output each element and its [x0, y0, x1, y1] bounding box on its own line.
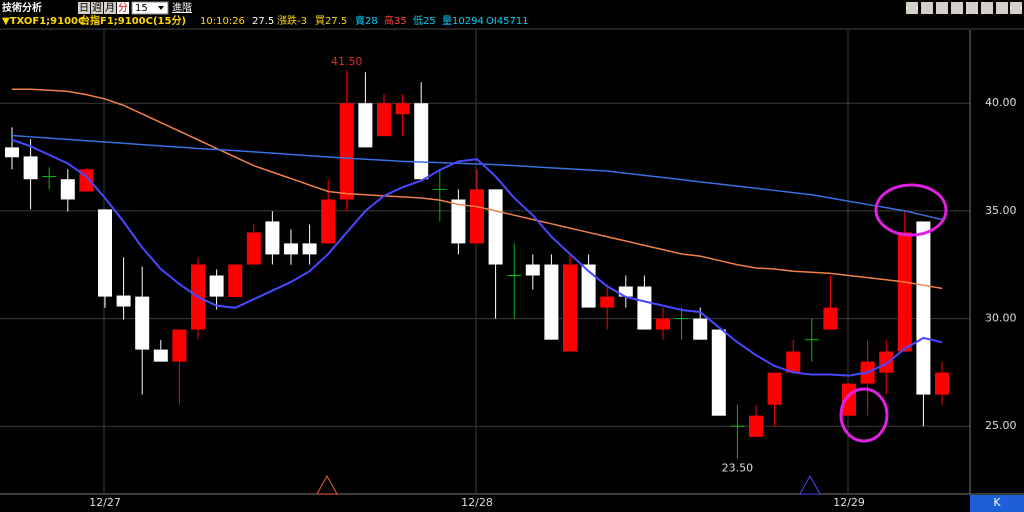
- candle-body: [395, 103, 410, 115]
- icon-button[interactable]: [936, 2, 948, 14]
- plot-area: 25.00 30.00 35.00 40.00 12/27 12/28 12/29 41.50…: [0, 30, 1017, 509]
- candle-body: [172, 329, 187, 362]
- moving-average: [11, 138, 943, 377]
- candle-body: [749, 415, 763, 437]
- candle-body: [656, 318, 670, 330]
- advanced-button[interactable]: 進階: [172, 2, 192, 14]
- moving-average: [11, 134, 943, 221]
- volume: 量10294: [442, 15, 484, 27]
- candle-body: [823, 307, 838, 330]
- candle-body: [358, 103, 373, 148]
- highlight-circle: [874, 183, 948, 237]
- candle-body: [600, 296, 615, 308]
- period-label: 日: [79, 3, 89, 14]
- mode-box[interactable]: [970, 495, 1024, 512]
- candle-body: [284, 243, 298, 255]
- candle-body: [563, 264, 577, 352]
- candle-body: [23, 156, 38, 180]
- candle-body: [209, 275, 224, 297]
- period-button[interactable]: [91, 2, 103, 14]
- candle-body: [116, 295, 131, 307]
- interval-value: 15: [135, 3, 148, 14]
- app-title: 技術分析: [2, 1, 42, 14]
- icon-button[interactable]: [996, 2, 1008, 14]
- candle-body: [470, 189, 484, 244]
- x-tick-label: 12/29: [833, 496, 865, 509]
- moving-average: [12, 88, 943, 290]
- open-interest: OI45711: [486, 16, 529, 27]
- period-button[interactable]: [117, 2, 129, 14]
- candle-body: [637, 286, 652, 330]
- candle-body: [377, 103, 391, 137]
- candle-body: [246, 232, 261, 265]
- candle-body: [451, 199, 466, 244]
- x-tick-label: 12/27: [89, 496, 121, 509]
- y-tick-label: 35.00: [985, 204, 1017, 217]
- highlight-circle: [839, 387, 889, 443]
- candle-body: [618, 286, 633, 297]
- candle-body: [302, 243, 317, 255]
- y-tick-label: 30.00: [985, 312, 1017, 325]
- candle-body: [265, 221, 280, 255]
- high: 高35: [384, 14, 407, 27]
- window-icons: [906, 2, 1022, 14]
- candle-body: [339, 103, 354, 200]
- y-tick-label: 40.00: [985, 96, 1017, 109]
- candle-body: [60, 179, 75, 200]
- time: 10:10:26: [200, 16, 245, 27]
- candle-body: [321, 199, 336, 244]
- candle-body: [98, 209, 112, 297]
- period-button[interactable]: [78, 2, 90, 14]
- low: 低25: [413, 14, 436, 27]
- period-label: 分: [118, 2, 128, 14]
- candle-body: [414, 103, 429, 180]
- candle-body: [488, 189, 503, 265]
- period-buttons: 日週月分: [78, 2, 129, 14]
- icon-button[interactable]: [1010, 2, 1022, 14]
- candle-body: [786, 351, 801, 373]
- interval-select[interactable]: [131, 1, 169, 15]
- icon-button[interactable]: [951, 2, 963, 14]
- period-label: 週: [92, 2, 102, 14]
- candle-body: [5, 147, 19, 158]
- period-button[interactable]: [104, 2, 116, 14]
- candle-body: [897, 232, 912, 352]
- candle-body: [525, 264, 540, 276]
- ask: 賣28: [355, 14, 378, 27]
- min-label: 23.50: [722, 462, 754, 475]
- candle-body: [135, 296, 150, 350]
- y-tick-label: 25.00: [985, 419, 1017, 432]
- symbol: ▼TXOF1;9100C: [2, 16, 85, 27]
- period-label: 月: [105, 2, 115, 14]
- candle-body: [916, 221, 931, 395]
- mode-label: K: [993, 496, 1001, 509]
- candle-body: [153, 349, 168, 362]
- icon-button[interactable]: [981, 2, 993, 14]
- candle-body: [544, 264, 559, 340]
- candle-body: [935, 372, 949, 395]
- toolbar: [0, 0, 1024, 15]
- max-label: 41.50: [331, 55, 363, 68]
- marker-triangle: [799, 474, 821, 495]
- price: 27.5: [252, 16, 274, 27]
- candle-body: [693, 318, 708, 340]
- change: 漲跌-3: [277, 14, 307, 27]
- candle-body: [228, 264, 243, 298]
- marker-triangle: [316, 474, 338, 495]
- instrument-name: 台指F1;9100C(15分): [80, 14, 186, 27]
- icon-button[interactable]: [906, 2, 918, 14]
- candle-body: [879, 351, 894, 373]
- icon-button[interactable]: [966, 2, 978, 14]
- icon-button[interactable]: [921, 2, 933, 14]
- candle-body: [767, 372, 782, 405]
- x-tick-label: 12/28: [461, 496, 493, 509]
- bid: 買27.5: [315, 15, 347, 27]
- dropdown-arrow: [158, 6, 164, 10]
- candle-body: [711, 329, 726, 416]
